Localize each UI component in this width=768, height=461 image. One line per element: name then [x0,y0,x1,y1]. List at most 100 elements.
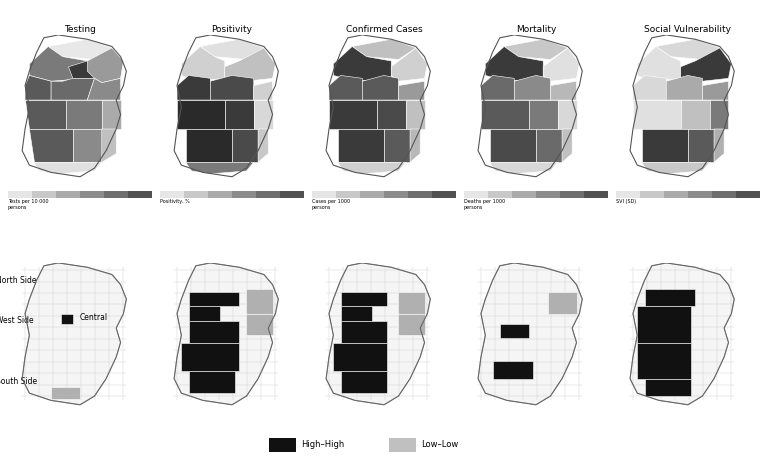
Polygon shape [558,100,577,129]
Polygon shape [688,129,714,162]
Polygon shape [34,162,101,174]
Polygon shape [329,100,377,129]
Polygon shape [485,47,543,81]
Bar [389,438,416,452]
Polygon shape [543,48,579,81]
Polygon shape [48,39,112,59]
Polygon shape [253,100,273,129]
Polygon shape [710,100,729,129]
Polygon shape [189,372,235,393]
Polygon shape [181,47,225,81]
Polygon shape [326,263,430,405]
Polygon shape [186,162,253,174]
Polygon shape [644,378,691,396]
Polygon shape [481,100,528,129]
Title: Positivity: Positivity [211,25,253,34]
Polygon shape [29,129,73,162]
Polygon shape [666,76,703,100]
Polygon shape [88,48,124,83]
Polygon shape [633,100,680,129]
Polygon shape [253,81,273,100]
Polygon shape [186,129,232,162]
Polygon shape [633,76,666,100]
Title: Testing: Testing [64,25,96,34]
Text: South Side: South Side [0,377,37,386]
Polygon shape [189,321,240,343]
Polygon shape [703,81,729,100]
Polygon shape [25,76,51,100]
Text: West Side: West Side [0,316,34,325]
Polygon shape [232,129,258,162]
Polygon shape [490,162,558,174]
Polygon shape [247,289,273,313]
Polygon shape [630,263,734,405]
Polygon shape [515,76,551,100]
Title: Mortality: Mortality [516,25,556,34]
Polygon shape [189,307,220,321]
Polygon shape [340,372,387,393]
Polygon shape [528,100,558,129]
Text: Central: Central [80,313,108,322]
Polygon shape [399,292,425,313]
Polygon shape [504,39,568,59]
Polygon shape [492,361,533,378]
Polygon shape [680,100,710,129]
Polygon shape [641,129,688,162]
Polygon shape [73,129,101,162]
Polygon shape [258,129,268,162]
Polygon shape [174,263,278,405]
Polygon shape [29,47,88,81]
Polygon shape [177,76,210,100]
Polygon shape [714,129,724,162]
Bar [269,438,296,452]
Polygon shape [22,263,127,405]
Polygon shape [637,47,680,81]
Polygon shape [181,343,240,372]
Polygon shape [478,263,582,405]
Polygon shape [177,100,225,129]
Polygon shape [25,100,65,129]
Polygon shape [200,39,264,59]
Polygon shape [338,129,384,162]
Polygon shape [353,39,415,59]
Polygon shape [384,129,410,162]
Polygon shape [340,307,372,321]
Polygon shape [189,292,240,307]
Polygon shape [637,343,691,378]
Polygon shape [65,100,101,129]
Title: Social Vulnerability: Social Vulnerability [644,25,731,34]
Polygon shape [406,100,425,129]
Polygon shape [377,100,406,129]
Polygon shape [101,100,121,129]
Polygon shape [536,129,562,162]
Polygon shape [391,48,428,81]
Polygon shape [551,81,577,100]
Polygon shape [225,48,276,81]
Polygon shape [68,61,101,78]
Polygon shape [225,100,253,129]
Title: Confirmed Cases: Confirmed Cases [346,25,422,34]
Text: High–High: High–High [301,440,344,449]
Polygon shape [481,76,515,100]
Polygon shape [88,78,121,100]
Polygon shape [210,76,253,100]
Polygon shape [51,387,80,399]
Polygon shape [333,343,387,372]
Polygon shape [680,48,731,81]
Polygon shape [548,292,577,313]
Polygon shape [490,129,536,162]
Polygon shape [101,129,116,162]
Polygon shape [641,162,710,174]
Polygon shape [51,78,94,100]
Polygon shape [656,39,720,59]
Polygon shape [500,324,528,338]
Polygon shape [410,129,420,162]
Polygon shape [338,162,406,174]
Polygon shape [637,307,691,343]
Polygon shape [247,313,273,335]
Polygon shape [399,313,425,335]
Polygon shape [399,81,425,100]
Polygon shape [340,321,387,343]
Polygon shape [329,76,362,100]
Polygon shape [340,292,387,307]
